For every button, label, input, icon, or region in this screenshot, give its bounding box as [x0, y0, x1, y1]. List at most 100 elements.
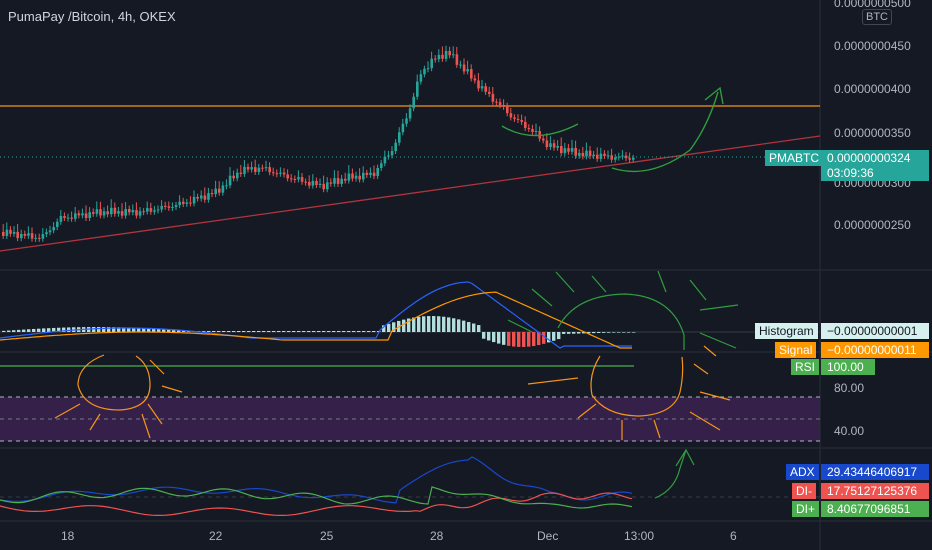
candle-body	[30, 233, 34, 239]
candle-body	[405, 118, 408, 124]
candle-body	[466, 69, 469, 72]
macd-histogram-bar	[152, 328, 156, 332]
macd-histogram-bar	[22, 329, 26, 332]
candle-body	[462, 64, 466, 72]
macd-histogram-bar	[322, 331, 326, 332]
macd-histogram-bar	[337, 331, 341, 332]
candle-body	[599, 153, 603, 159]
candle-body	[534, 131, 538, 133]
macd-histogram-bar	[372, 331, 376, 332]
candlestick-series	[2, 45, 635, 242]
candle-body	[214, 188, 217, 195]
candle-body	[84, 213, 88, 218]
macd-histogram-bar	[627, 332, 631, 333]
candle-body	[23, 233, 27, 236]
macd-histogram-bar	[182, 330, 186, 332]
candle-body	[207, 193, 210, 200]
candle-body	[81, 213, 84, 216]
candle-body	[362, 172, 365, 180]
time-label-dec: Dec	[537, 529, 559, 543]
candle-body	[632, 157, 635, 160]
adx-label: ADX	[786, 464, 819, 480]
macd-histogram-bar	[562, 332, 566, 334]
candle-body	[156, 209, 160, 211]
candle-body	[574, 147, 577, 156]
candle-body	[48, 230, 52, 233]
macd-histogram-bar	[112, 327, 116, 332]
candle-body	[549, 143, 552, 148]
candle-body	[59, 216, 63, 222]
macd-histogram-bar	[617, 332, 621, 333]
candle-body	[351, 173, 354, 179]
macd-histogram-bar	[387, 323, 391, 332]
candle-body	[426, 68, 430, 70]
candle-body	[167, 206, 171, 208]
macd-histogram-bar	[522, 332, 526, 347]
candle-body	[117, 211, 120, 214]
macd-histogram-bar	[382, 325, 386, 332]
candle-body	[56, 221, 59, 228]
macd-histogram-bar	[57, 327, 61, 332]
macd-histogram-bar	[447, 317, 451, 332]
macd-histogram-bar	[117, 327, 121, 332]
candle-body	[160, 205, 163, 210]
macd-histogram-bar	[347, 331, 351, 332]
symbol-badge: PMABTC	[765, 150, 824, 166]
candle-body	[610, 155, 613, 160]
macd-histogram-bar	[587, 332, 591, 334]
di-plus-line	[0, 486, 633, 509]
candle-body	[621, 155, 624, 157]
candle-body	[390, 151, 394, 156]
rsi-tick-40: 40.00	[834, 424, 865, 438]
candle-body	[383, 156, 387, 164]
candle-body	[455, 54, 459, 65]
candle-body	[254, 167, 257, 172]
candle-body	[624, 155, 628, 159]
macd-histogram-bar	[312, 331, 316, 332]
macd-histogram-bar	[92, 327, 96, 332]
candle-body	[77, 213, 81, 216]
macd-histogram-bar	[137, 327, 141, 332]
candle-body	[124, 208, 127, 216]
candle-body	[617, 156, 621, 158]
candle-body	[578, 152, 581, 156]
macd-histogram-bar	[122, 327, 126, 332]
macd-histogram-bar	[442, 316, 446, 332]
candle-body	[412, 96, 415, 109]
support-trendline[interactable]	[0, 135, 821, 252]
macd-histogram-bar	[37, 328, 41, 332]
candle-body	[376, 167, 379, 177]
candle-body	[329, 182, 333, 184]
candle-body	[70, 217, 73, 219]
candle-body	[491, 93, 495, 102]
time-label-1300: 13:00	[624, 529, 655, 543]
drawn-sun-orange-right	[527, 345, 731, 440]
macd-histogram-bar	[287, 331, 291, 332]
macd-histogram-bar	[277, 331, 281, 332]
candle-body	[340, 178, 343, 184]
adx-line	[0, 456, 633, 504]
candle-body	[347, 173, 351, 181]
macd-histogram-bar	[32, 328, 36, 332]
macd-histogram-bar	[282, 331, 286, 332]
candle-body	[520, 119, 523, 122]
drawn-arrow-head	[704, 86, 724, 105]
time-label-22: 22	[209, 529, 223, 543]
candle-body	[365, 172, 369, 175]
macd-histogram-bar	[62, 327, 66, 332]
macd-histogram-bar	[452, 318, 456, 332]
candle-body	[257, 167, 261, 172]
candle-body	[477, 80, 480, 89]
macd-histogram-bar	[392, 322, 396, 332]
currency-label[interactable]: BTC	[862, 9, 892, 25]
candle-body	[286, 174, 289, 179]
rsi-tick-80: 80.00	[834, 381, 865, 395]
candle-body	[250, 167, 253, 170]
candle-body	[495, 101, 498, 103]
candle-body	[470, 69, 473, 79]
candle-body	[606, 155, 610, 157]
macd-histogram-bar	[612, 332, 616, 333]
macd-histogram-bar	[602, 332, 606, 333]
